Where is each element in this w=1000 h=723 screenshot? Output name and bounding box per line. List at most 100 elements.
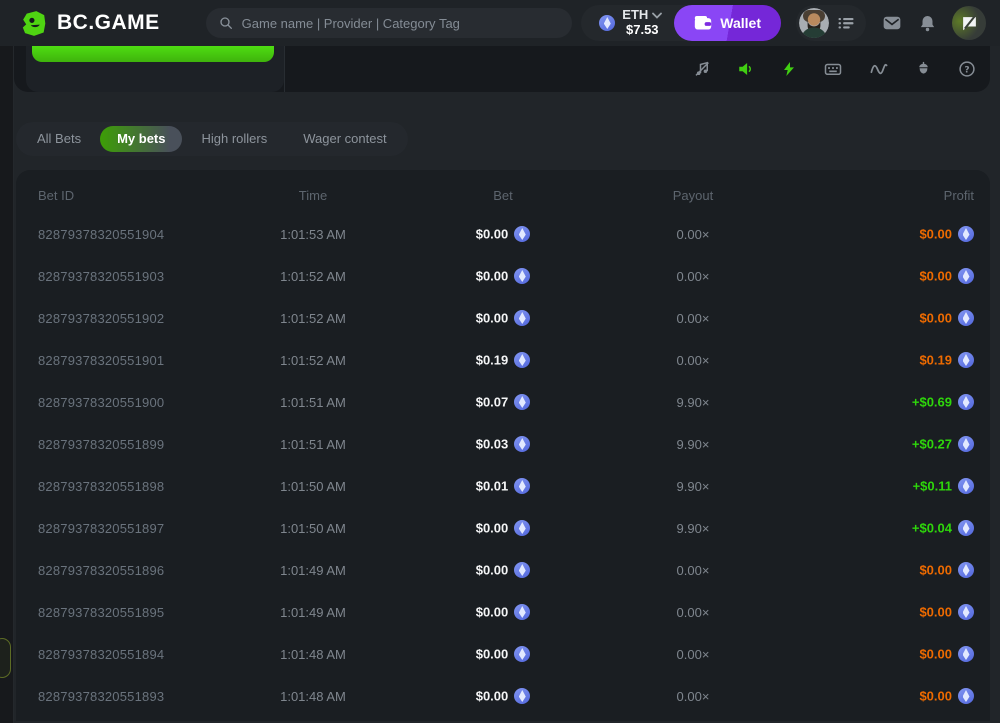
wallet-icon	[695, 16, 712, 30]
floating-edge-widget[interactable]	[0, 638, 11, 678]
bet-amount: $0.00	[475, 604, 509, 620]
eth-coin-icon	[599, 15, 616, 31]
bet-button[interactable]	[32, 46, 274, 62]
currency-selector[interactable]: ETH $7.53	[581, 5, 674, 41]
time-cell: 1:01:48 AM	[280, 688, 346, 704]
bet-cell: $0.00	[418, 507, 589, 549]
notifications-button[interactable]	[918, 13, 937, 34]
bet-amount: $0.00	[475, 562, 509, 578]
table-header-row: Bet ID Time Bet Payout Profit	[28, 172, 978, 213]
table-row[interactable]: 82879378320551903 1:01:52 AM $0.00 0.00×…	[28, 255, 978, 297]
payout-cell: 0.00×	[676, 562, 710, 578]
bet-id-cell: 82879378320551900	[38, 394, 165, 410]
profit-cell: $0.00	[798, 675, 979, 717]
bet-cell: $0.00	[418, 255, 589, 297]
profit-cell: $0.19	[798, 339, 979, 381]
profit-amount: $0.00	[919, 268, 952, 284]
profit-cell: $0.00	[798, 591, 979, 633]
eth-coin-icon	[514, 646, 531, 662]
time-cell: 1:01:52 AM	[280, 268, 346, 284]
table-row[interactable]: 82879378320551902 1:01:52 AM $0.00 0.00×…	[28, 297, 978, 339]
eth-coin-icon	[958, 310, 974, 326]
hotkeys-icon[interactable]	[823, 60, 843, 78]
payout-cell: 9.90×	[676, 478, 710, 494]
bets-tab[interactable]: Wager contest	[286, 126, 403, 152]
profit-amount: $0.19	[919, 352, 952, 368]
table-row[interactable]: 82879378320551904 1:01:53 AM $0.00 0.00×…	[28, 213, 978, 255]
col-bet-id: Bet ID	[38, 188, 75, 203]
bet-id-cell: 82879378320551894	[38, 646, 165, 662]
time-cell: 1:01:51 AM	[280, 436, 346, 452]
table-row[interactable]: 82879378320551896 1:01:49 AM $0.00 0.00×…	[28, 549, 978, 591]
time-cell: 1:01:48 AM	[280, 646, 346, 662]
payout-cell: 9.90×	[676, 520, 710, 536]
profit-amount: $0.00	[919, 310, 952, 326]
messages-button[interactable]	[881, 13, 903, 33]
bets-tab[interactable]: All Bets	[20, 126, 98, 152]
table-row[interactable]: 82879378320551894 1:01:48 AM $0.00 0.00×…	[28, 633, 978, 675]
bet-cell: $0.07	[418, 381, 589, 423]
bet-cell: $0.00	[418, 549, 589, 591]
profit-amount: $0.00	[919, 604, 952, 620]
col-profit: Profit	[943, 188, 974, 203]
mail-icon	[883, 16, 901, 30]
payout-cell: 0.00×	[676, 352, 710, 368]
payout-cell: 0.00×	[676, 268, 710, 284]
bets-table: Bet ID Time Bet Payout Profit 8287937832…	[28, 172, 978, 717]
profit-amount: +$0.11	[912, 478, 952, 494]
eth-coin-icon	[958, 394, 974, 410]
bet-amount: $0.00	[475, 226, 509, 242]
music-off-icon[interactable]	[693, 60, 711, 78]
chevron-down-icon	[652, 12, 663, 19]
bet-cell: $0.19	[418, 339, 589, 381]
table-row[interactable]: 82879378320551900 1:01:51 AM $0.07 9.90×…	[28, 381, 978, 423]
table-row[interactable]: 82879378320551895 1:01:49 AM $0.00 0.00×…	[28, 591, 978, 633]
sound-on-icon[interactable]	[737, 60, 755, 78]
profit-amount: $0.00	[919, 646, 952, 662]
payout-cell: 0.00×	[676, 688, 710, 704]
wallet-label: Wallet	[720, 15, 761, 31]
game-toolbar: ?	[285, 46, 990, 92]
bet-id-cell: 82879378320551899	[38, 436, 165, 452]
table-row[interactable]: 82879378320551899 1:01:51 AM $0.03 9.90×…	[28, 423, 978, 465]
seeds-icon[interactable]	[915, 60, 932, 78]
bets-table-panel: Bet ID Time Bet Payout Profit 8287937832…	[16, 170, 990, 721]
turbo-icon[interactable]	[781, 60, 797, 78]
bcgame-logo-icon	[22, 10, 46, 36]
bet-cell: $0.00	[418, 213, 589, 255]
brand-logo[interactable]: BC.GAME	[20, 10, 160, 37]
eth-coin-icon	[958, 436, 974, 452]
svg-text:?: ?	[964, 65, 969, 75]
trends-icon[interactable]	[869, 61, 889, 77]
eth-coin-icon	[958, 352, 974, 368]
profit-amount: +$0.04	[911, 520, 952, 536]
bet-cell: $0.00	[418, 633, 589, 675]
profit-cell: +$0.69	[798, 381, 979, 423]
table-row[interactable]: 82879378320551898 1:01:50 AM $0.01 9.90×…	[28, 465, 978, 507]
payout-cell: 0.00×	[676, 604, 710, 620]
table-row[interactable]: 82879378320551893 1:01:48 AM $0.00 0.00×…	[28, 675, 978, 717]
table-row[interactable]: 82879378320551901 1:01:52 AM $0.19 0.00×…	[28, 339, 978, 381]
eth-coin-icon	[958, 226, 974, 242]
user-menu[interactable]	[796, 5, 866, 41]
bets-tab[interactable]: High rollers	[184, 126, 284, 152]
eth-coin-icon	[514, 436, 531, 452]
eth-coin-icon	[514, 688, 531, 704]
profit-cell: +$0.04	[798, 507, 979, 549]
table-row[interactable]: 82879378320551897 1:01:50 AM $0.00 9.90×…	[28, 507, 978, 549]
time-cell: 1:01:50 AM	[280, 520, 346, 536]
bet-amount: $0.07	[475, 394, 509, 410]
payout-cell: 0.00×	[676, 226, 710, 242]
chat-toggle-button[interactable]	[952, 6, 986, 40]
bet-id-cell: 82879378320551898	[38, 478, 165, 494]
help-icon[interactable]: ?	[958, 60, 976, 78]
wallet-button[interactable]: Wallet	[674, 5, 781, 41]
bets-tab[interactable]: My bets	[100, 126, 183, 152]
bet-id-cell: 82879378320551904	[38, 226, 165, 242]
profit-cell: $0.00	[798, 255, 979, 297]
bet-amount: $0.00	[475, 268, 509, 284]
search-input[interactable]	[241, 15, 560, 31]
bet-id-cell: 82879378320551893	[38, 688, 165, 704]
eth-coin-icon	[958, 268, 974, 284]
